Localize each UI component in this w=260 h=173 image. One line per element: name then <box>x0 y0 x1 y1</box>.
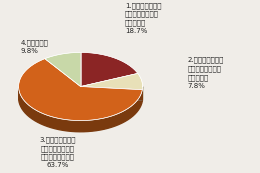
Text: 3.影響をうけてい
ない（当初計画・
予定と変わらず）
63.7%: 3.影響をうけてい ない（当初計画・ 予定と変わらず） 63.7% <box>39 136 75 168</box>
Polygon shape <box>81 86 142 101</box>
Text: 1.影響をうけ、当
初計画・予定より
も減少傾向
18.7%: 1.影響をうけ、当 初計画・予定より も減少傾向 18.7% <box>125 2 161 34</box>
Polygon shape <box>81 73 142 90</box>
Polygon shape <box>19 89 142 132</box>
Text: 4.わからない
9.8%: 4.わからない 9.8% <box>21 39 49 54</box>
Polygon shape <box>19 59 142 121</box>
Text: 2.影響をうけ、当
初計画・予定より
も増加傾向
7.8%: 2.影響をうけ、当 初計画・予定より も増加傾向 7.8% <box>187 57 224 89</box>
Polygon shape <box>45 52 81 86</box>
Polygon shape <box>81 52 138 86</box>
